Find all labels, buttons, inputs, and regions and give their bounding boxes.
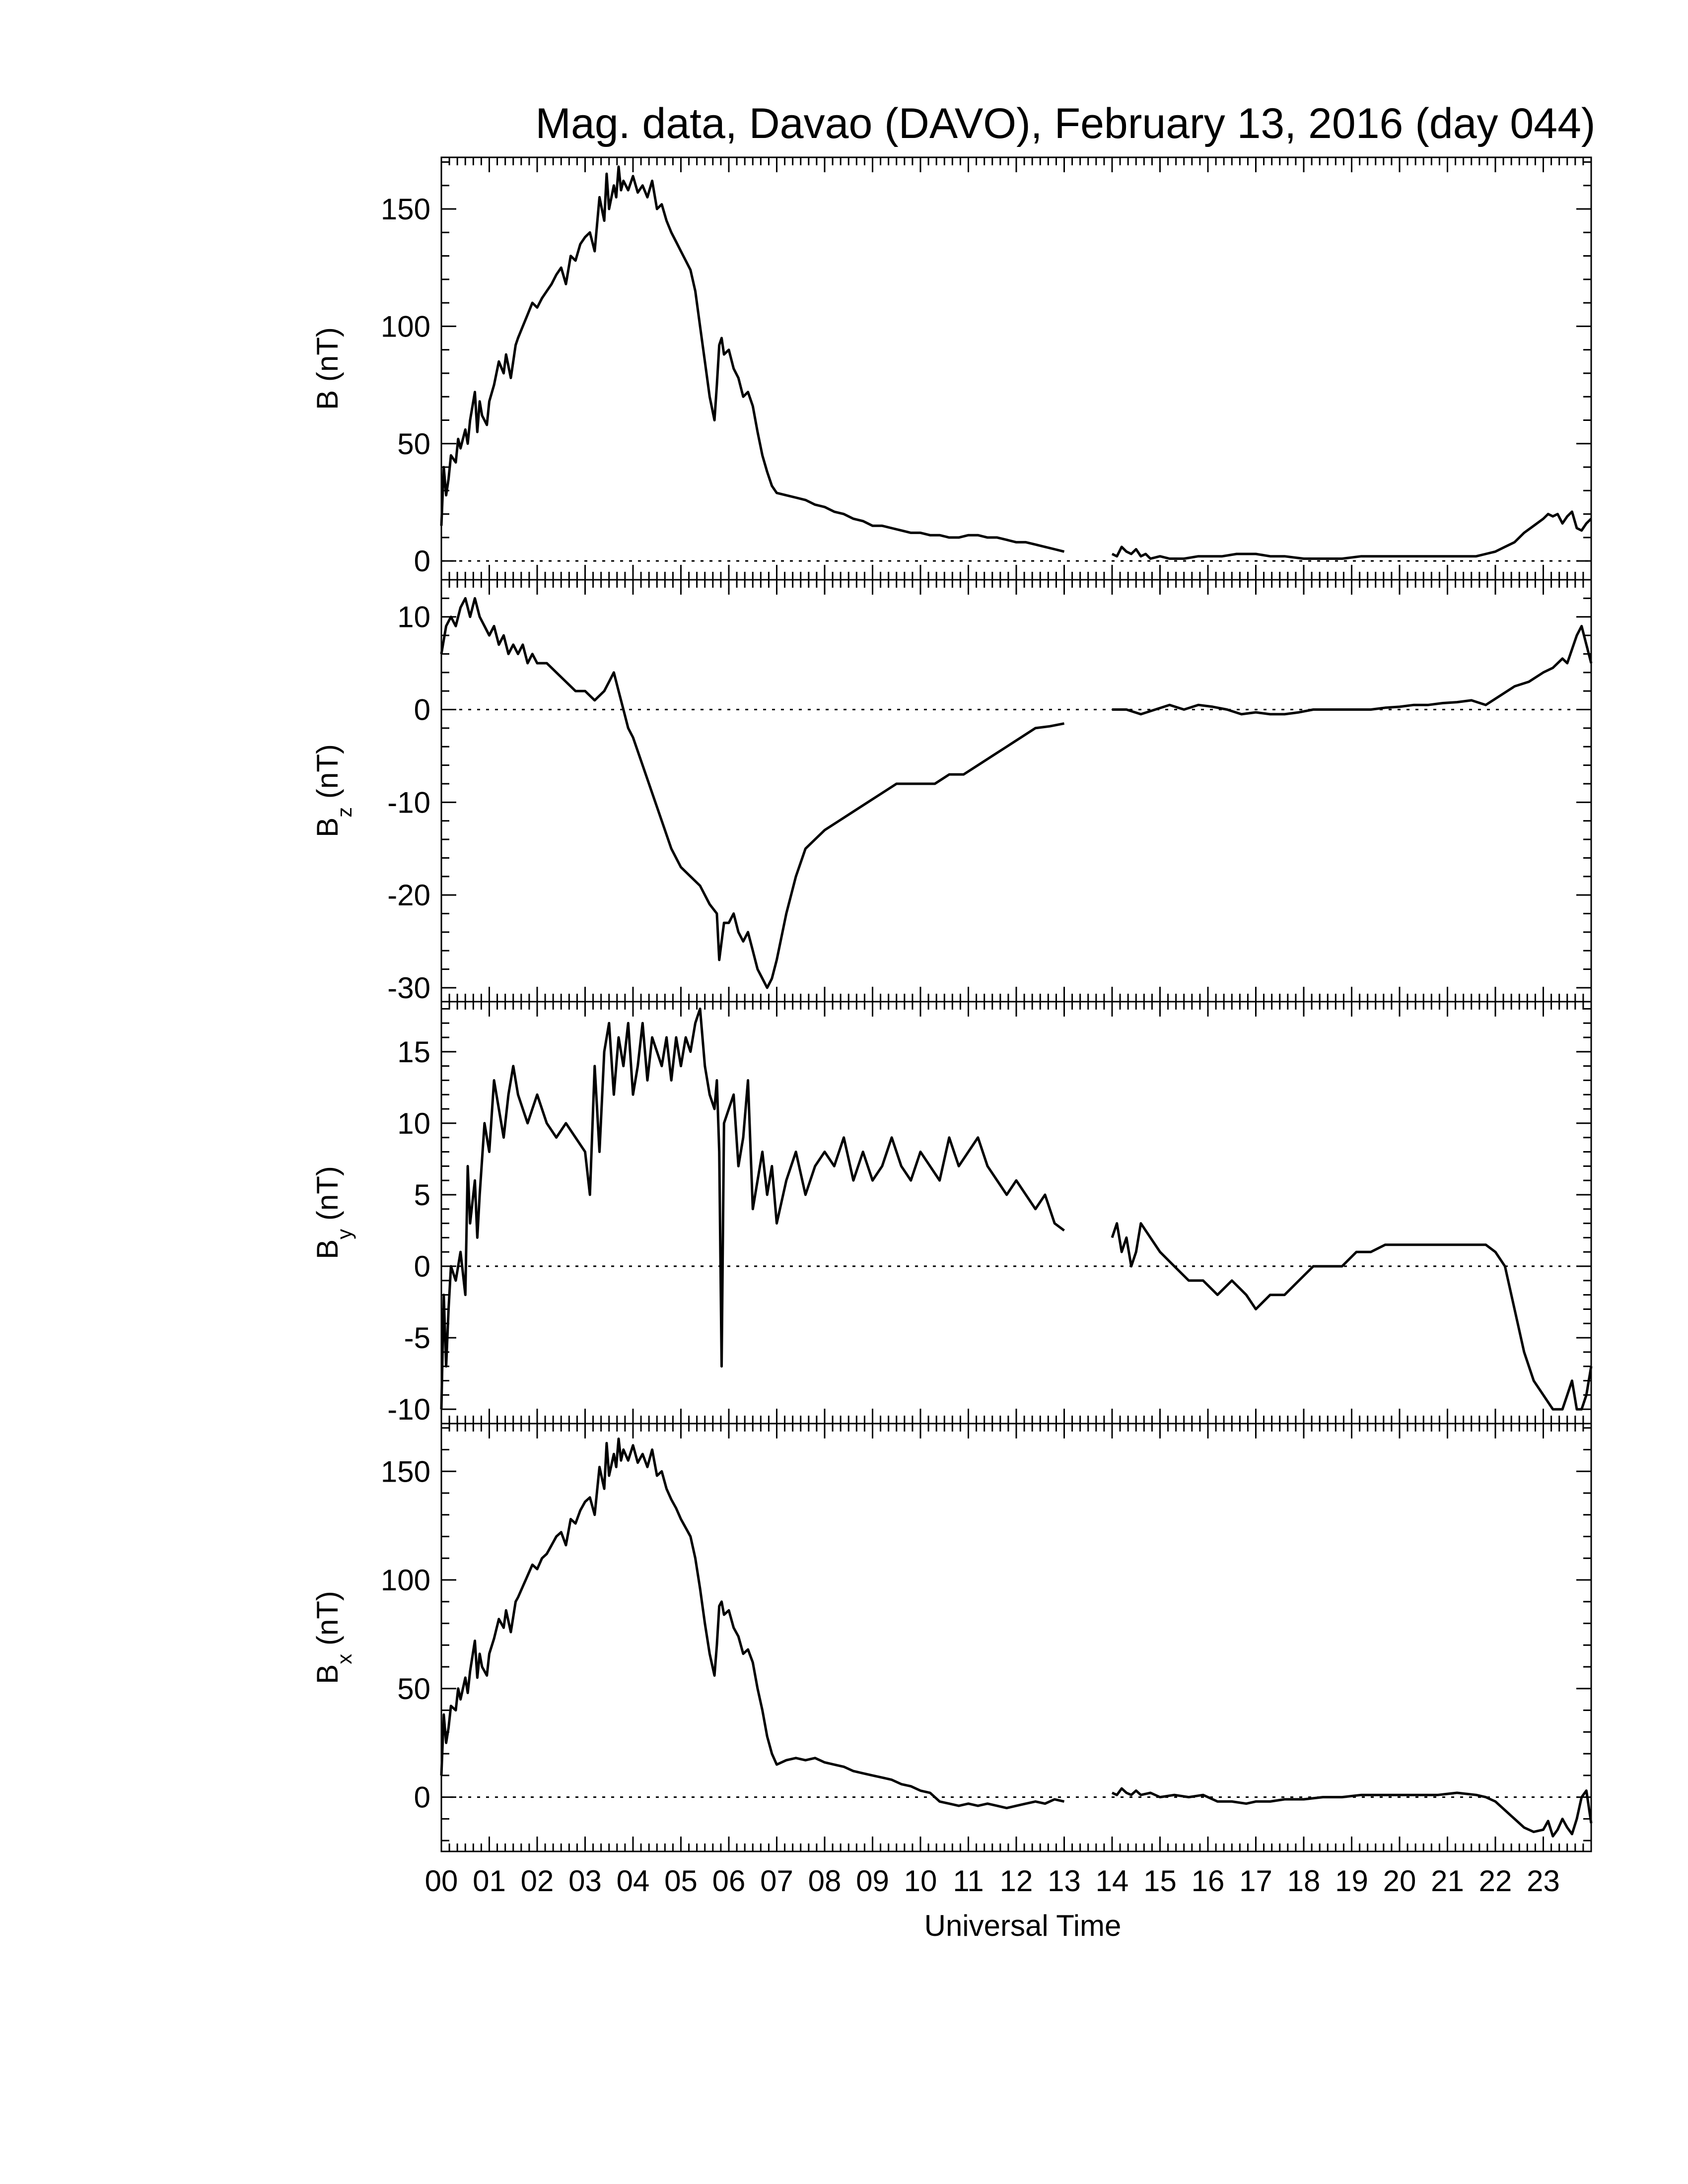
y-tick-label: -30 xyxy=(387,971,430,1005)
y-axis-label-unit: (nT) xyxy=(311,744,344,807)
y-tick-label: 0 xyxy=(414,1250,430,1283)
chart-title: Mag. data, Davao (DAVO), February 13, 20… xyxy=(535,100,1595,147)
y-tick-label: -5 xyxy=(404,1321,430,1355)
panel-frame-Bz xyxy=(440,579,1592,1003)
y-tick-label: -10 xyxy=(387,786,430,819)
y-axis-label-main: B xyxy=(311,818,344,837)
y-axis-label-B: B (nT) xyxy=(311,327,344,410)
x-tick-label: 02 xyxy=(521,1864,554,1898)
x-axis-label: Universal Time xyxy=(924,1909,1122,1942)
panel-frame-Bx xyxy=(440,1423,1592,1852)
x-tick-label: 13 xyxy=(1048,1864,1081,1898)
x-tick-label: 20 xyxy=(1383,1864,1416,1898)
y-tick-label: 0 xyxy=(414,545,430,578)
x-tick-label: 16 xyxy=(1192,1864,1225,1898)
x-tick-label: 03 xyxy=(568,1864,602,1898)
x-tick-label: 14 xyxy=(1096,1864,1129,1898)
x-tick-label: 22 xyxy=(1479,1864,1512,1898)
y-tick-label: 0 xyxy=(414,1781,430,1814)
y-axis-label-By: By (nT) xyxy=(311,1166,356,1259)
y-axis-label-main: B xyxy=(311,1239,344,1259)
x-tick-label: 18 xyxy=(1287,1864,1321,1898)
x-tick-label: 01 xyxy=(473,1864,506,1898)
y-tick-label: 10 xyxy=(397,601,430,634)
y-axis-label-sub: y xyxy=(333,1229,356,1239)
x-tick-label: 12 xyxy=(1000,1864,1033,1898)
x-tick-label: 10 xyxy=(904,1864,937,1898)
x-tick-label: 05 xyxy=(664,1864,698,1898)
x-tick-label: 19 xyxy=(1335,1864,1368,1898)
x-tick-label: 04 xyxy=(617,1864,650,1898)
panel-frame-By xyxy=(440,1001,1592,1425)
y-tick-label: 50 xyxy=(397,427,430,461)
y-axis-label-Bz: Bz (nT) xyxy=(311,744,356,837)
y-tick-label: 15 xyxy=(397,1035,430,1069)
y-axis-label-unit: (nT) xyxy=(311,1591,344,1654)
y-tick-label: 0 xyxy=(414,693,430,727)
y-tick-label: 5 xyxy=(414,1178,430,1212)
y-axis-label-main: B xyxy=(311,390,344,410)
series-line-B xyxy=(440,165,1592,560)
series-line-By xyxy=(440,1007,1593,1411)
x-tick-label: 23 xyxy=(1527,1864,1560,1898)
y-tick-label: 100 xyxy=(381,310,430,343)
y-tick-label: 50 xyxy=(397,1672,430,1706)
panel-B: 0 50 100 150 B (nT) xyxy=(311,156,1592,581)
series-line-Bz xyxy=(440,597,1593,989)
y-axis-label-unit: (nT) xyxy=(311,327,344,390)
x-axis: 00 01 02 03 04 05 06 07 08 09 10 11 12 13 14 15 16 17 18 19… xyxy=(425,1864,1560,1898)
x-tick-label: 09 xyxy=(856,1864,889,1898)
panel-Bz: -30 -20 -10 0 10 Bz (nT) xyxy=(311,579,1593,1005)
y-tick-label: 150 xyxy=(381,1455,430,1488)
y-tick-label: 150 xyxy=(381,193,430,226)
x-tick-label: 06 xyxy=(712,1864,746,1898)
y-tick-label: 10 xyxy=(397,1107,430,1140)
x-tick-label: 21 xyxy=(1431,1864,1464,1898)
y-tick-label: -10 xyxy=(387,1393,430,1426)
x-tick-label: 00 xyxy=(425,1864,458,1898)
x-tick-label: 07 xyxy=(760,1864,793,1898)
x-tick-label: 11 xyxy=(953,1864,984,1898)
panel-By: -10 -5 0 5 10 15 By (nT) xyxy=(311,1001,1593,1426)
y-axis-label-Bx: Bx (nT) xyxy=(311,1591,356,1684)
y-axis-label-unit: (nT) xyxy=(311,1166,344,1229)
y-axis-label-sub: z xyxy=(333,807,356,818)
y-tick-label: -20 xyxy=(387,879,430,912)
x-tick-label: 17 xyxy=(1239,1864,1272,1898)
series-line-Bx xyxy=(440,1437,1593,1838)
y-tick-label: 100 xyxy=(381,1564,430,1597)
y-axis-label-sub: x xyxy=(333,1654,356,1664)
x-tick-label: 08 xyxy=(808,1864,842,1898)
x-tick-label: 15 xyxy=(1143,1864,1177,1898)
y-axis-label-main: B xyxy=(311,1664,344,1684)
panel-Bx: 0 50 100 150 Bx (nT) xyxy=(311,1423,1593,1852)
panel-frame-B xyxy=(440,156,1592,581)
